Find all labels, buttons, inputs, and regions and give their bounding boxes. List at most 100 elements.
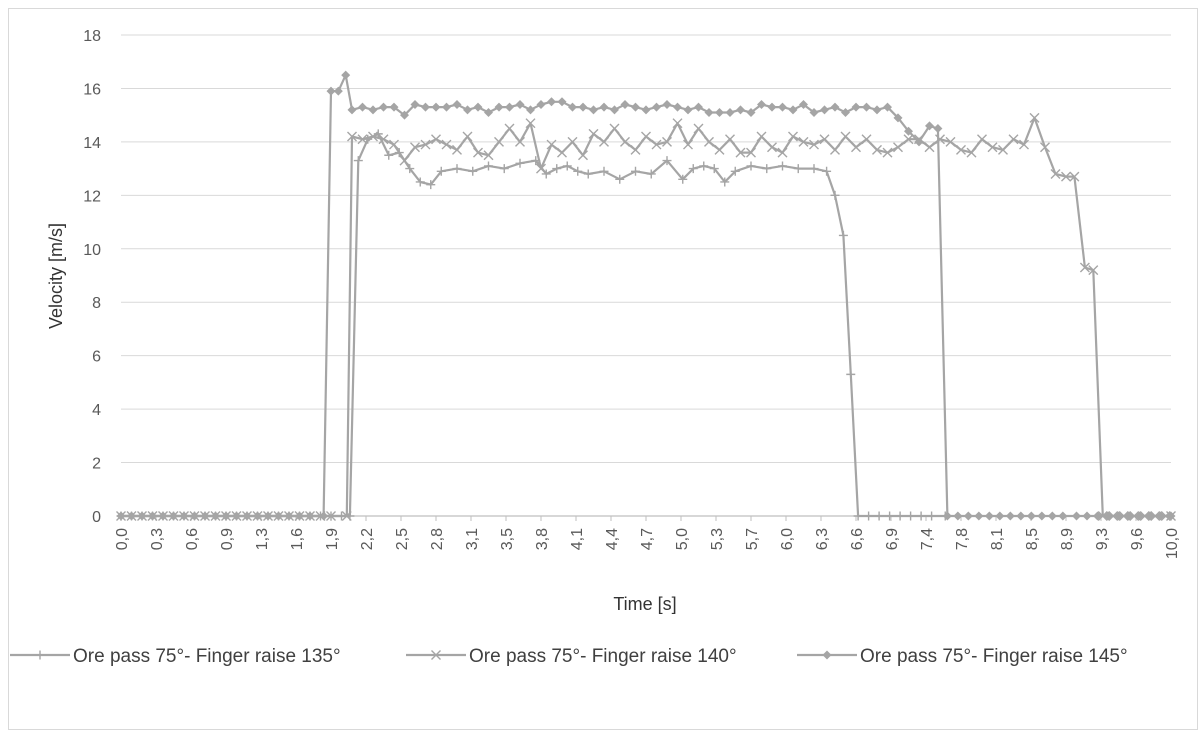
data-point <box>494 102 504 112</box>
data-point <box>1129 511 1140 521</box>
data-point <box>525 118 536 129</box>
data-point <box>420 139 431 150</box>
data-point <box>148 511 157 521</box>
x-tick-label: 6,9 <box>884 528 901 550</box>
x-tick-label: 9,3 <box>1094 528 1111 550</box>
legend-label: Ore pass 75°- Finger raise 145° <box>860 646 1128 667</box>
data-point <box>924 142 935 153</box>
y-tick-label: 8 <box>92 295 101 312</box>
x-tick-label: 2,5 <box>394 528 411 550</box>
data-point <box>904 126 913 136</box>
data-point <box>484 107 493 117</box>
data-point <box>998 144 1008 155</box>
data-point <box>1019 139 1029 150</box>
data-point <box>925 121 934 131</box>
data-point <box>914 137 924 147</box>
x-tick-label: 3,1 <box>464 528 481 550</box>
data-point <box>588 128 599 139</box>
data-point <box>526 105 535 115</box>
data-point <box>906 511 916 521</box>
series-line <box>121 116 1171 518</box>
data-point <box>1005 511 1015 521</box>
legend-entry: Ore pass 75°- Finger raise 140° <box>406 646 737 667</box>
data-point <box>562 161 572 171</box>
data-point <box>809 107 819 117</box>
data-point <box>319 511 329 521</box>
data-point <box>646 169 656 179</box>
x-tick-labels: 0,0 0,3 0,6 0,9 1,3 1,6 1,9 2,2 2,5 2,8 3,1 3,5 3,8 4… <box>114 528 1181 559</box>
data-point <box>715 107 724 117</box>
data-point <box>515 99 525 109</box>
y-axis-title: Velocity [m/s] <box>46 223 66 329</box>
legend-label: Ore pass 75°- Finger raise 135° <box>73 646 341 667</box>
data-point <box>933 124 943 134</box>
marker-layer <box>116 70 1176 521</box>
data-point <box>793 164 803 174</box>
data-point <box>935 134 945 145</box>
data-point <box>820 105 829 115</box>
x-tick-label: 6,3 <box>814 528 831 550</box>
data-point <box>341 511 352 521</box>
data-point <box>573 166 583 176</box>
y-tick-labels: 0 2 4 6 8 10 12 14 16 18 <box>83 28 101 526</box>
data-point <box>694 102 703 112</box>
data-point <box>1061 171 1071 182</box>
data-point <box>610 105 619 115</box>
data-point <box>169 511 178 521</box>
data-point <box>966 147 977 158</box>
data-point <box>1047 511 1057 521</box>
data-point <box>379 102 388 112</box>
data-point <box>927 511 937 521</box>
data-point <box>615 174 625 184</box>
data-point <box>1103 511 1113 521</box>
data-point <box>1050 168 1061 179</box>
data-point <box>762 164 772 174</box>
legend: Ore pass 75°- Finger raise 135° Ore pass … <box>10 646 1128 667</box>
data-point <box>599 166 609 176</box>
data-point <box>557 97 567 107</box>
grid-lines <box>121 34 1171 464</box>
data-point <box>358 102 367 112</box>
data-point <box>1097 511 1108 521</box>
data-point <box>441 139 452 150</box>
data-point <box>337 511 346 521</box>
data-point <box>736 105 745 115</box>
data-point <box>494 136 504 147</box>
data-point <box>421 102 430 112</box>
data-point <box>578 150 588 161</box>
data-point <box>415 177 425 187</box>
data-point <box>735 147 746 158</box>
data-point <box>851 142 861 153</box>
data-point <box>862 102 871 112</box>
x-tick-label: 6,6 <box>849 528 866 550</box>
data-point <box>688 164 698 174</box>
data-point <box>846 369 856 379</box>
data-point <box>410 99 420 109</box>
data-point <box>620 99 630 109</box>
data-point <box>678 174 688 184</box>
data-point <box>599 136 609 147</box>
data-point <box>1037 511 1047 521</box>
data-point <box>295 511 304 521</box>
data-point <box>704 136 714 147</box>
data-point <box>1114 511 1123 521</box>
data-point <box>777 147 788 158</box>
y-tick-label: 16 <box>83 81 101 98</box>
data-point <box>756 131 767 142</box>
data-point <box>916 511 926 521</box>
data-point <box>788 131 798 142</box>
y-tick-label: 14 <box>83 135 101 152</box>
data-point <box>662 156 672 166</box>
x-tick-label: 4,7 <box>639 528 656 550</box>
data-point <box>883 102 892 112</box>
data-point <box>452 144 462 155</box>
data-point <box>631 102 640 112</box>
x-tick-label: 4,4 <box>604 528 621 550</box>
x-tick-label: 2,8 <box>429 528 446 550</box>
x-tick-label: 5,3 <box>709 528 726 550</box>
data-point <box>305 511 315 521</box>
x-tick-label: 4,1 <box>569 528 586 550</box>
data-point <box>547 97 556 107</box>
series-2 <box>121 116 1171 518</box>
